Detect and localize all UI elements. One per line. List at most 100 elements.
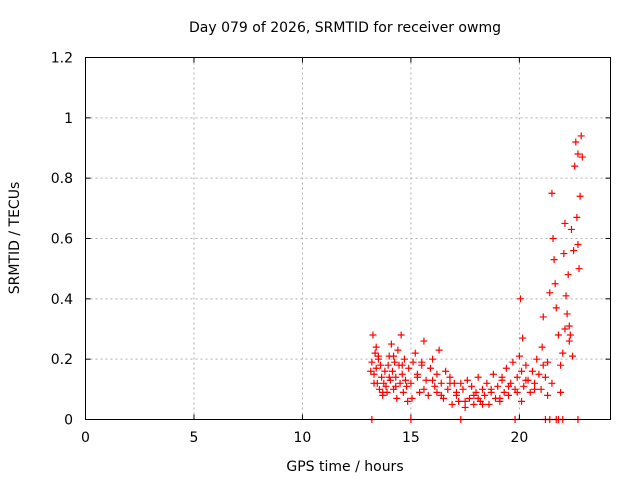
data-point: [468, 382, 476, 390]
data-point: [437, 379, 445, 387]
data-point: [489, 370, 497, 378]
data-point: [550, 256, 558, 264]
y-tick-label: 1.2: [51, 51, 73, 67]
grid-layer: [85, 57, 611, 420]
data-point: [541, 373, 549, 381]
data-point: [429, 376, 437, 384]
data-point: [578, 153, 586, 161]
data-point: [535, 370, 543, 378]
data-point: [518, 367, 526, 375]
chart-title: Day 079 of 2026, SRMTID for receiver owm…: [189, 20, 501, 36]
data-point: [551, 280, 559, 288]
data-point: [481, 391, 489, 399]
data-point: [374, 352, 382, 360]
data-point: [413, 370, 421, 378]
y-axis-label: SRMTID / TECUs: [7, 182, 23, 295]
data-point: [573, 213, 581, 221]
data-point: [407, 379, 415, 387]
data-point: [552, 304, 560, 312]
data-point: [479, 400, 487, 408]
data-point: [577, 132, 585, 140]
data-point: [390, 352, 398, 360]
data-point: [446, 379, 454, 387]
data-point: [565, 337, 573, 345]
data-point: [391, 358, 399, 366]
x-tick-label: 20: [510, 430, 528, 446]
data-point: [569, 352, 577, 360]
data-point: [398, 370, 406, 378]
data-point: [479, 385, 487, 393]
x-tick-label: 0: [81, 430, 90, 446]
data-point: [444, 385, 452, 393]
data-point: [574, 241, 582, 249]
data-point: [437, 391, 445, 399]
data-point: [500, 388, 508, 396]
data-point: [400, 355, 408, 363]
data-point: [505, 382, 513, 390]
data-point: [405, 364, 413, 372]
data-point: [382, 382, 390, 390]
data-point: [561, 219, 569, 227]
data-point: [574, 150, 582, 158]
x-tick-label: 5: [190, 430, 199, 446]
data-point: [367, 367, 375, 375]
data-point: [520, 382, 528, 390]
data-point: [377, 361, 385, 369]
data-point: [461, 397, 469, 405]
data-point: [528, 367, 536, 375]
data-point: [502, 364, 510, 372]
data-point: [379, 388, 387, 396]
data-point: [544, 391, 552, 399]
data-point: [557, 361, 565, 369]
data-point: [446, 373, 454, 381]
data-point: [494, 382, 502, 390]
data-point: [537, 385, 545, 393]
data-point: [422, 376, 430, 384]
data-point: [411, 349, 419, 357]
data-point: [409, 358, 417, 366]
data-point: [392, 382, 400, 390]
data-point: [531, 385, 539, 393]
x-axis-label: GPS time / hours: [286, 459, 403, 475]
data-point: [420, 337, 428, 345]
data-point: [519, 334, 527, 342]
data-point: [448, 400, 456, 408]
data-point: [403, 382, 411, 390]
data-point: [368, 358, 376, 366]
data-point: [561, 325, 569, 333]
y-tick-label: 0: [64, 413, 73, 429]
data-point: [394, 346, 402, 354]
data-point: [531, 379, 539, 387]
data-point: [522, 376, 530, 384]
data-point: [548, 379, 556, 387]
data-point: [393, 394, 401, 402]
data-point: [381, 367, 389, 375]
data-point: [546, 289, 554, 297]
data-point: [392, 373, 400, 381]
data-point: [549, 235, 557, 242]
data-point: [474, 373, 482, 381]
data-point: [522, 361, 530, 369]
data-point: [572, 138, 580, 146]
y-tick-label: 0.4: [51, 292, 73, 308]
y-tick-label: 0.2: [51, 352, 73, 368]
data-points: [367, 132, 586, 423]
data-point: [509, 358, 517, 366]
data-point: [576, 192, 584, 200]
data-point: [452, 388, 460, 396]
data-point: [386, 376, 394, 384]
data-point: [516, 295, 524, 303]
data-point: [474, 394, 482, 402]
data-point: [457, 379, 465, 387]
data-point: [560, 250, 568, 258]
data-point: [571, 162, 579, 170]
data-point: [369, 331, 377, 339]
data-point: [513, 373, 521, 381]
data-point: [544, 358, 552, 366]
data-point: [378, 373, 386, 381]
data-point: [420, 385, 428, 393]
data-point: [485, 400, 493, 408]
data-point: [526, 388, 534, 396]
